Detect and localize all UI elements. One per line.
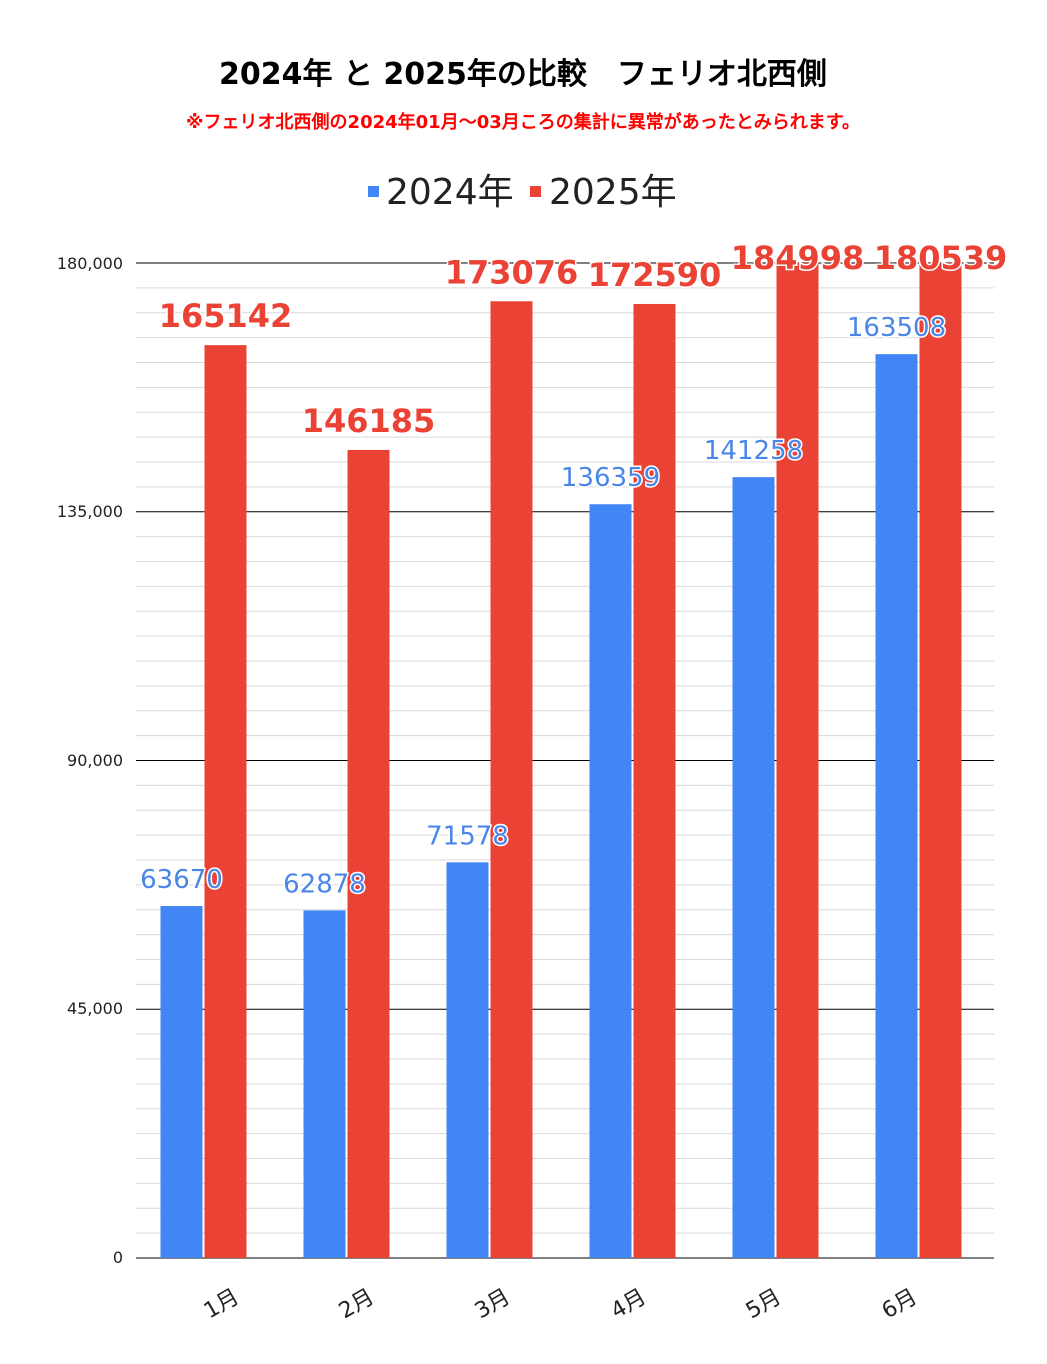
- bar-2025: [919, 263, 962, 1258]
- chart-subtitle: ※フェリオ北西側の2024年01月～03月ころの集計に異常があったとみられます。: [186, 111, 860, 133]
- x-tick-label: 5月: [742, 1285, 786, 1325]
- legend-label-2024: 2024年: [386, 172, 514, 213]
- data-label-2025: 165142: [159, 297, 293, 335]
- y-tick-label: 45,000: [67, 999, 123, 1018]
- legend: 2024年 2025年: [368, 172, 677, 213]
- data-label-2025: 184998: [731, 239, 865, 277]
- bar-2024: [732, 477, 775, 1258]
- bar-2024: [589, 504, 632, 1258]
- bars: [160, 263, 962, 1259]
- data-label-2025: 172590: [588, 256, 722, 294]
- y-axis-ticks: 180,000 135,000 90,000 45,000 0: [57, 254, 123, 1267]
- data-label-2024: 62878: [283, 869, 366, 899]
- data-label-2024: 63670: [140, 865, 223, 895]
- bar-2025: [776, 263, 819, 1258]
- chart-title: 2024年 と 2025年の比較 フェリオ北西側: [219, 57, 827, 92]
- bar-2025: [347, 449, 390, 1258]
- y-tick-label: 0: [113, 1248, 123, 1267]
- x-axis-ticks: 1月 2月 3月 4月 5月 6月: [200, 1285, 922, 1325]
- x-tick-label: 4月: [607, 1285, 651, 1325]
- y-tick-label: 90,000: [67, 751, 123, 770]
- minor-gridlines: [136, 287, 994, 1234]
- legend-swatch-2025: [530, 186, 541, 197]
- data-label-2024: 136359: [561, 463, 660, 493]
- data-label-2025: 146185: [302, 402, 436, 440]
- legend-swatch-2024: [368, 186, 379, 197]
- data-label-2024: 163508: [847, 313, 946, 343]
- legend-label-2025: 2025年: [549, 172, 677, 213]
- x-tick-label: 1月: [200, 1285, 244, 1325]
- bar-2025: [490, 301, 533, 1259]
- y-tick-label: 135,000: [57, 502, 123, 521]
- x-tick-label: 6月: [878, 1285, 922, 1325]
- data-label-2024: 141258: [704, 436, 803, 466]
- bar-2025: [633, 303, 676, 1259]
- bar-2024: [875, 354, 918, 1258]
- bar-2024: [303, 910, 346, 1258]
- x-tick-label: 3月: [471, 1285, 515, 1325]
- bar-2024: [446, 862, 489, 1258]
- data-labels: 63670 165142 62878 146185 71578 173076 136359 1…: [139, 238, 1009, 901]
- major-gridlines: [136, 262, 994, 1259]
- bar-2025: [204, 345, 247, 1258]
- data-label-2025: 180539: [874, 239, 1008, 277]
- data-label-2024: 71578: [426, 821, 509, 851]
- y-tick-label: 180,000: [57, 254, 123, 273]
- x-tick-label: 2月: [335, 1285, 379, 1325]
- data-label-2025: 173076: [445, 253, 579, 291]
- bar-2024: [160, 906, 203, 1258]
